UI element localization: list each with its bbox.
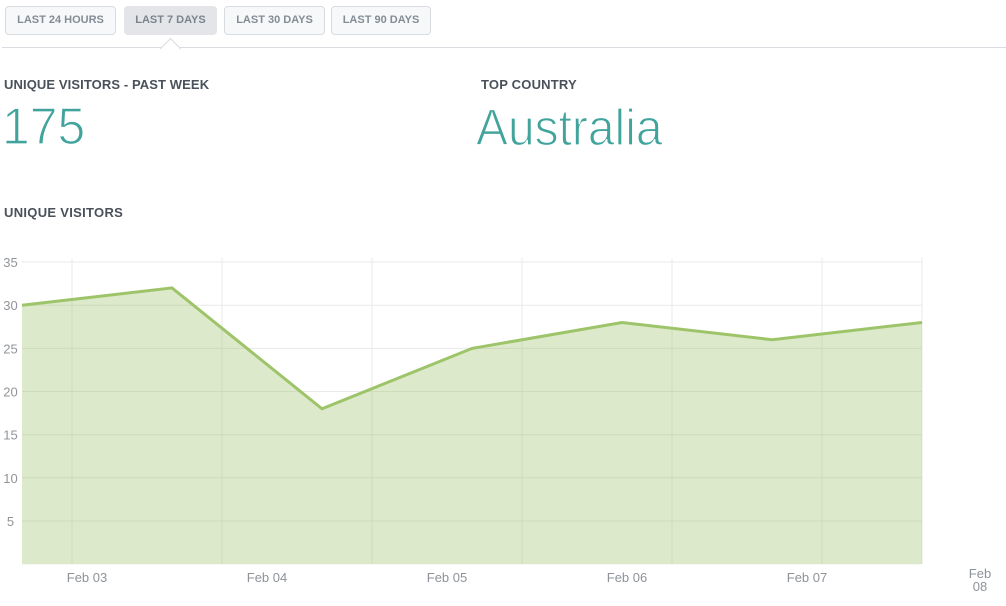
svg-text:Feb 07: Feb 07 xyxy=(787,570,827,585)
svg-text:Feb: Feb xyxy=(969,566,991,581)
svg-text:30: 30 xyxy=(3,298,17,313)
svg-text:Feb 05: Feb 05 xyxy=(427,570,467,585)
svg-text:Feb 04: Feb 04 xyxy=(247,570,287,585)
svg-text:35: 35 xyxy=(3,255,17,270)
svg-text:10: 10 xyxy=(3,471,17,486)
svg-text:20: 20 xyxy=(3,385,17,400)
svg-text:15: 15 xyxy=(3,428,17,443)
svg-text:25: 25 xyxy=(3,341,17,356)
svg-text:5: 5 xyxy=(7,514,14,529)
svg-text:08: 08 xyxy=(973,579,987,594)
svg-text:Feb 06: Feb 06 xyxy=(607,570,647,585)
svg-text:Feb 03: Feb 03 xyxy=(67,570,107,585)
